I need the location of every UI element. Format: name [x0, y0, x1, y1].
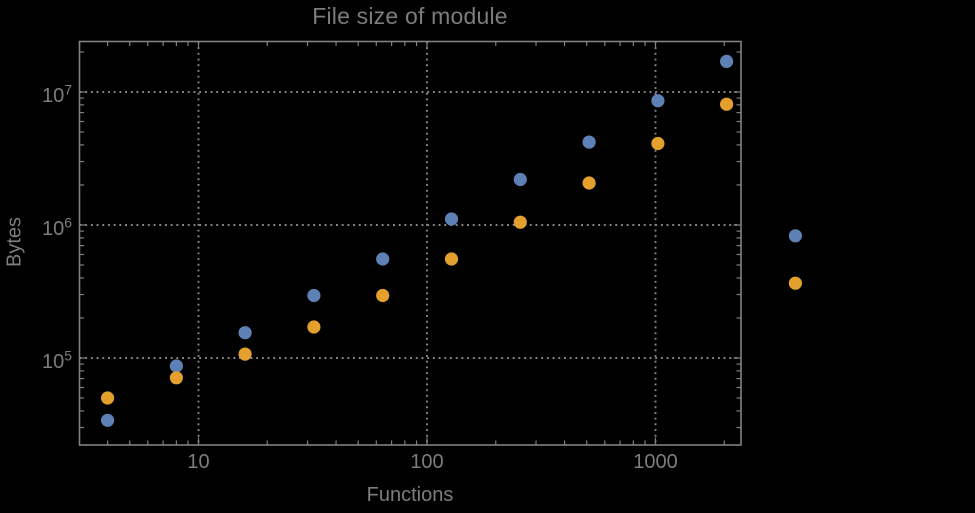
data-point-blue-128: [444, 212, 459, 226]
data-point-orange-16: [238, 347, 252, 361]
data-point-blue-1024: [651, 94, 665, 108]
data-point-orange-64: [376, 288, 390, 303]
data-point-blue-2048: [720, 54, 734, 68]
data-point-blue-16: [238, 326, 252, 340]
x-axis-label: Functions: [366, 484, 454, 506]
data-point-blue-32: [307, 288, 321, 303]
data-point-orange-1024: [651, 136, 665, 151]
data-point-orange-2048: [720, 97, 734, 111]
chart-title: File size of module: [312, 3, 508, 29]
y-axis-label: Bytes: [3, 216, 26, 268]
data-point-blue-4: [101, 413, 115, 427]
data-point-orange-256: [513, 215, 527, 229]
data-point-orange-512: [582, 176, 596, 190]
data-point-orange-4096: [788, 276, 803, 290]
data-point-blue-64: [376, 252, 390, 266]
data-point-orange-8: [169, 371, 183, 385]
data-point-blue-4096: [788, 229, 803, 243]
data-point-blue-256: [513, 172, 527, 187]
plot-frame: [78, 40, 742, 446]
data-point-blue-512: [582, 135, 596, 149]
data-point-orange-4: [101, 391, 115, 405]
data-point-orange-32: [307, 320, 321, 334]
data-point-blue-8: [169, 359, 183, 373]
data-point-orange-128: [444, 252, 459, 266]
